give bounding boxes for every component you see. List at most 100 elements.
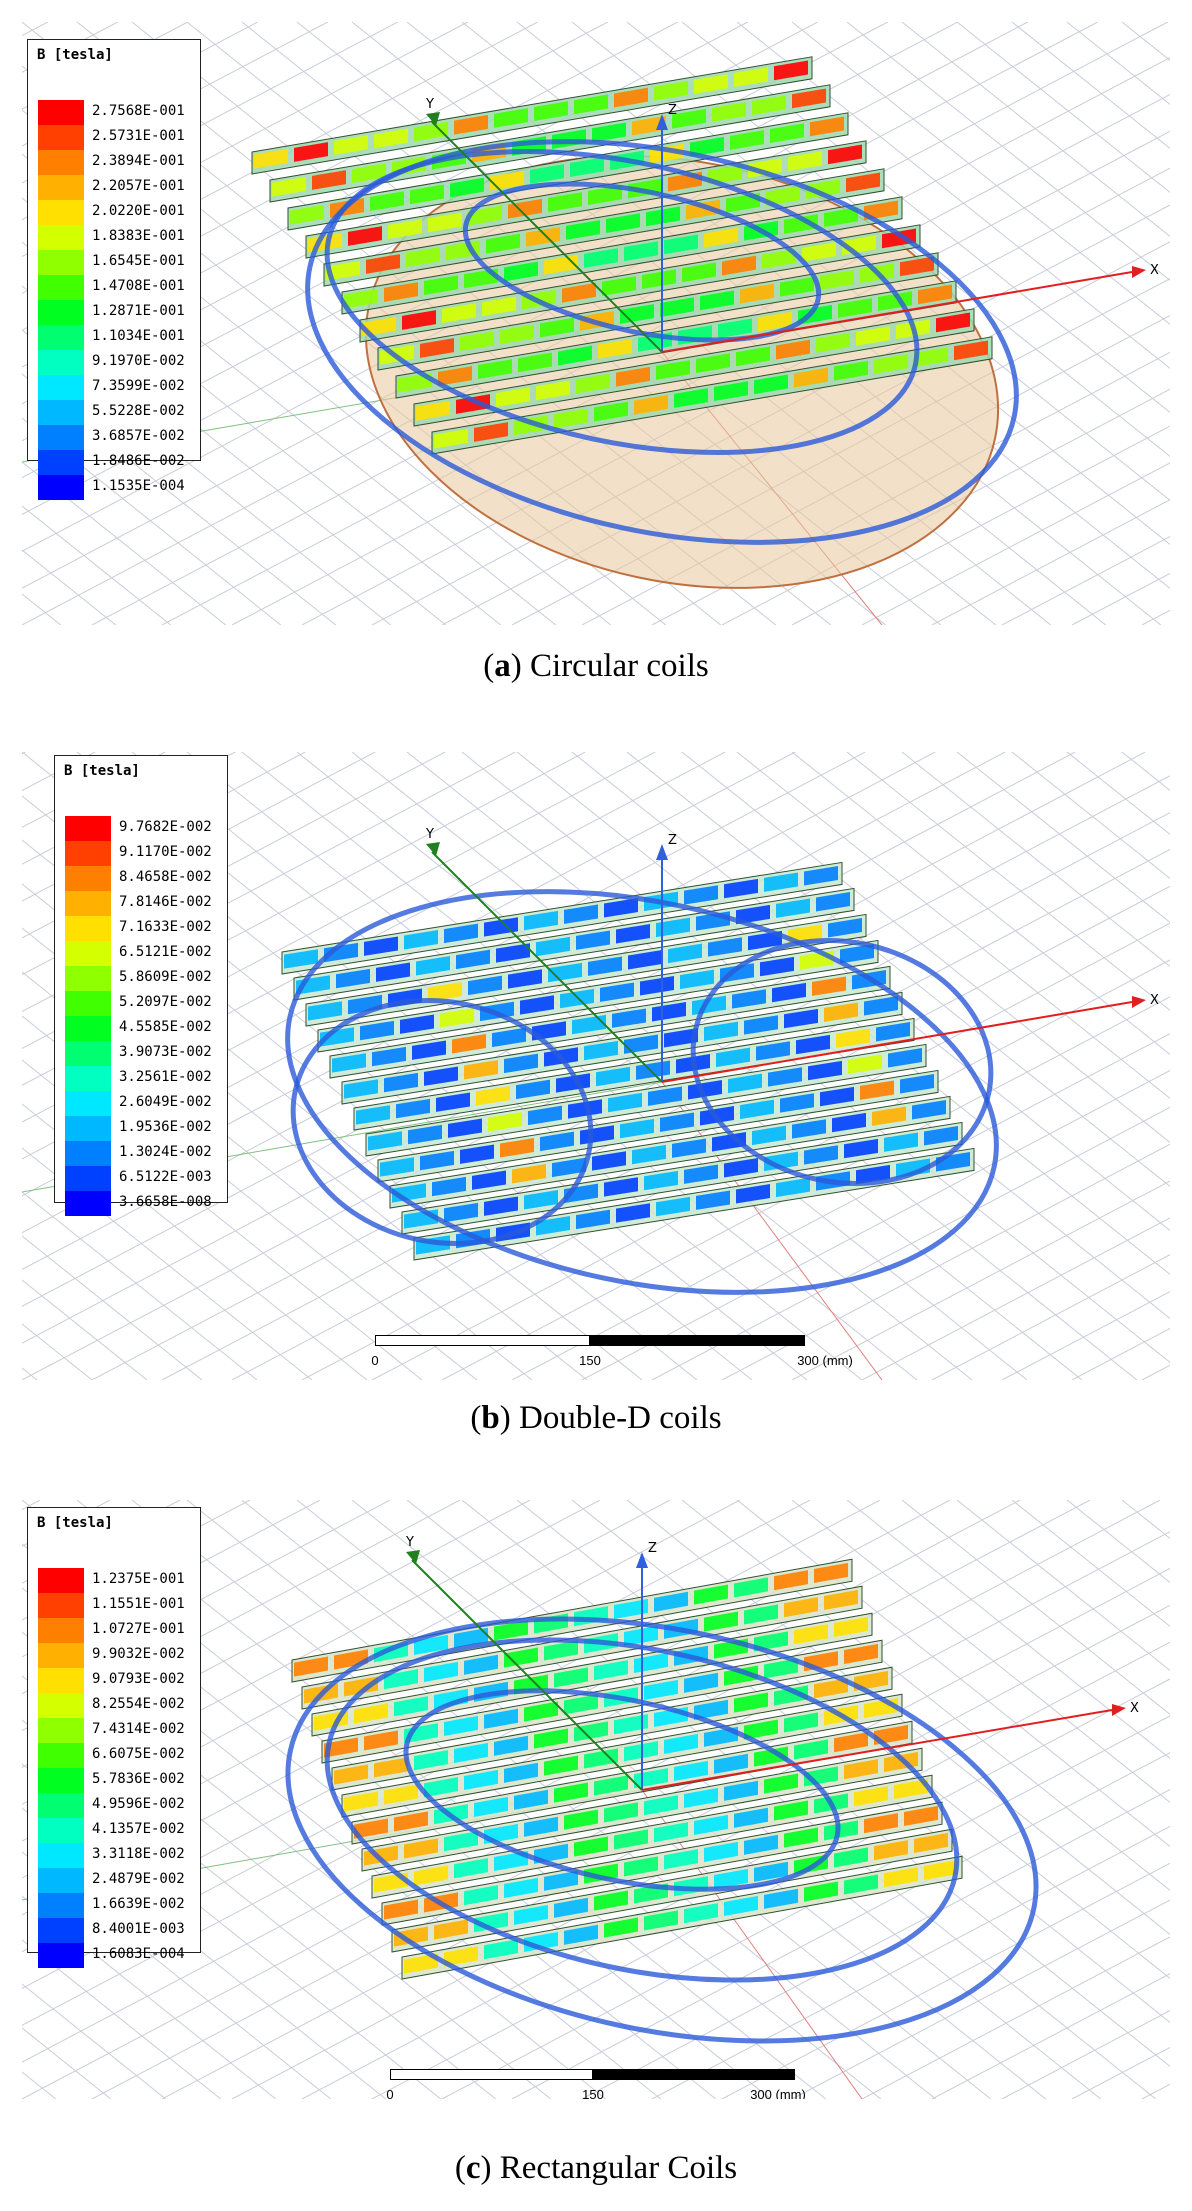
field-arrow [308,1001,342,1021]
field-arrow [380,1157,414,1177]
field-arrow [924,1126,958,1146]
legend-value-a: 2.2057E-001 [92,178,185,194]
field-arrow [414,1750,448,1771]
legend-row-b: 3.9073E-002 [55,1041,227,1066]
field-arrow [504,1762,538,1783]
scale-bar-white-b [375,1335,590,1346]
field-arrow [364,1730,398,1751]
legend-row-b: 9.1170E-002 [55,841,227,866]
scale-tick-150-c: 150 [582,2087,604,2099]
scale-tick-300-c: 300 (mm) [750,2087,806,2099]
field-arrow [732,989,766,1009]
legend-swatch-b [65,991,111,1016]
legend-swatch-c [38,1918,84,1943]
legend-swatch-c [38,1618,84,1643]
field-arrow [846,172,880,193]
field-arrow [464,1769,498,1791]
field-arrow [896,1158,930,1178]
field-arrow [664,234,698,255]
field-arrow [488,1112,522,1132]
field-arrow [828,144,862,165]
field-arrow [684,1672,718,1693]
z-axis-label: Z [668,103,677,118]
field-arrow [484,917,518,937]
field-arrow [672,108,706,129]
field-arrow [724,1780,758,1801]
field-plot-a: Y Z X [22,22,1170,625]
field-arrow [536,1216,570,1236]
field-arrow [774,1685,808,1706]
legend-row-a: 1.1535E-004 [28,475,200,500]
legend-swatch-b [65,866,111,891]
legend-value-c: 1.1551E-001 [92,1596,185,1612]
field-arrow [428,212,462,233]
field-arrow [402,310,436,330]
field-arrow [674,1760,708,1782]
field-arrow [794,1624,828,1645]
field-arrow [712,102,746,122]
legend-value-b: 6.5122E-003 [119,1169,212,1185]
field-arrow [594,1890,628,1911]
field-arrow [414,1865,448,1886]
legend-row-a: 1.8383E-001 [28,225,200,250]
legend-swatch-a [38,125,84,150]
field-arrow [690,136,724,157]
field-arrow [572,1014,606,1035]
field-arrow [548,192,582,212]
legend-swatch-c [38,1793,84,1818]
legend-row-c: 1.6639E-002 [28,1893,200,1918]
legend-swatch-c [38,1943,84,1968]
legend-title-c: B [tesla] [37,1515,113,1531]
legend-value-a: 2.7568E-001 [92,103,185,119]
legend-value-b: 3.9073E-002 [119,1044,212,1060]
field-arrow [508,969,542,989]
legend-row-a: 1.2871E-001 [28,300,200,325]
legend-swatch-c [38,1768,84,1793]
field-arrow [864,1813,898,1834]
field-arrow [684,1787,718,1809]
field-arrow [404,1838,438,1859]
field-arrow [924,1859,958,1881]
legend-swatch-a [38,400,84,425]
y-axis-label: Y [425,97,434,112]
legend-value-a: 9.1970E-002 [92,353,185,369]
legend-swatch-b [65,1191,111,1216]
legend-swatch-a [38,250,84,275]
legend-row-c: 3.3118E-002 [28,1843,200,1868]
field-arrow [544,1640,578,1661]
field-arrow [844,1138,878,1159]
figure-panel-a: Y Z X B [tesla] 2.7568E-001 2.5731E-001 2.38… [22,22,1170,625]
scale-bar-white-c [390,2069,593,2080]
flux-lines [285,1616,1039,2044]
legend-value-a: 1.2871E-001 [92,303,185,319]
field-arrow [804,1145,838,1165]
legend-row-b: 1.9536E-002 [55,1116,227,1141]
legend-swatch-a [38,475,84,500]
field-plot-b: Y Z X [22,752,1170,1380]
x-axis [661,1001,1133,1083]
y-axis [431,121,663,353]
field-arrow [740,283,774,304]
field-arrow [714,1753,748,1774]
field-arrow [740,1099,774,1120]
legend-b: B [tesla] 9.7682E-002 9.1170E-002 8.4658E-… [54,755,228,1216]
axes: Y Z X [425,97,1159,353]
field-arrow [560,988,594,1009]
x-axis-arrow [1132,266,1146,278]
field-arrow [514,1789,548,1810]
legend-value-a: 5.5228E-002 [92,403,185,419]
field-arrow [494,108,528,128]
field-arrow [888,1048,922,1068]
field-arrow [544,1755,578,1776]
y-axis [431,851,663,1083]
field-arrow [344,288,378,309]
field-arrow [792,88,826,109]
field-arrow [504,1877,538,1899]
legend-value-a: 7.3599E-002 [92,378,185,394]
scale-bar-b: 0 150 300 (mm) [371,1335,853,1375]
field-arrow [644,1170,678,1191]
legend-value-b: 6.5121E-002 [119,944,212,960]
field-arrow [484,1708,518,1729]
field-arrow [834,1616,868,1638]
field-arrow [460,1144,494,1164]
